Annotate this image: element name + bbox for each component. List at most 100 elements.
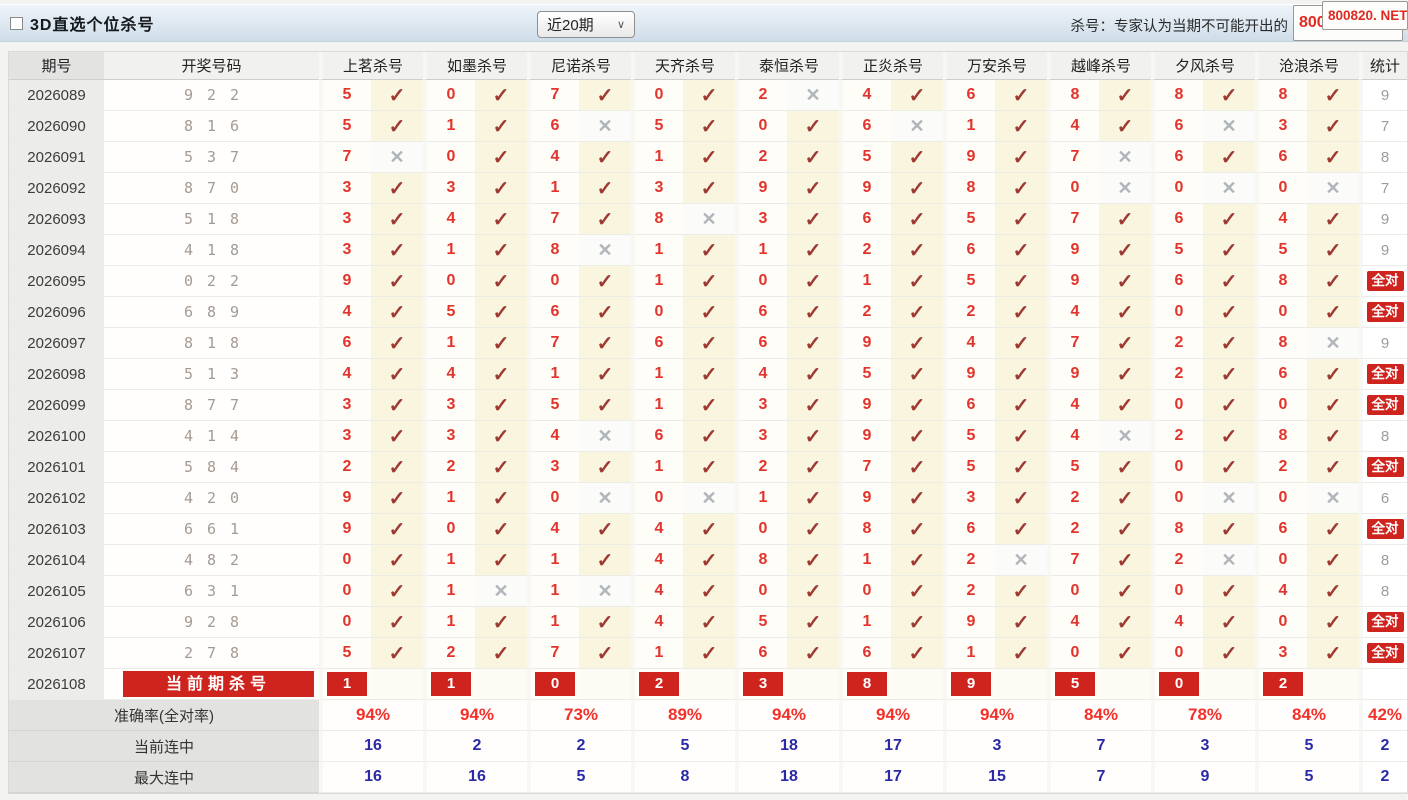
hit-check-icon: ✓	[1307, 452, 1359, 483]
hit-check-icon: ✓	[891, 390, 943, 421]
period-cell: 2026103	[9, 514, 104, 545]
stat-cell: 全对	[1359, 452, 1407, 483]
hit-check-icon: ✓	[683, 607, 735, 638]
hit-check-icon: ✓	[683, 452, 735, 483]
hit-check-icon: ✓	[683, 421, 735, 452]
header-expert: 夕风杀号	[1151, 52, 1255, 80]
miss-cross-icon: ✕	[579, 235, 631, 266]
kill-number: 1	[943, 111, 995, 142]
hit-check-icon: ✓	[1099, 266, 1151, 297]
kill-number: 3	[319, 390, 371, 421]
kill-number: 9	[319, 266, 371, 297]
hit-check-icon: ✓	[371, 421, 423, 452]
kill-number: 4	[1047, 297, 1099, 328]
kill-number: 6	[631, 328, 683, 359]
hit-check-icon: ✓	[995, 452, 1047, 483]
hit-check-icon: ✓	[995, 359, 1047, 390]
hit-check-icon: ✓	[683, 80, 735, 111]
hit-check-icon: ✓	[1203, 235, 1255, 266]
hit-check-icon: ✓	[475, 173, 527, 204]
empty-mark-cell	[995, 669, 1047, 700]
summary-row-max_streak: 最大连中 16 16 5 8 18 17 15 7 9 5 2	[9, 762, 1407, 793]
kill-number: 7	[1047, 204, 1099, 235]
hit-check-icon: ✓	[1307, 607, 1359, 638]
kill-number: 5	[319, 80, 371, 111]
kill-number: 0	[631, 297, 683, 328]
miss-cross-icon: ✕	[371, 142, 423, 173]
header-expert: 尼诺杀号	[527, 52, 631, 80]
hit-check-icon: ✓	[683, 359, 735, 390]
kill-number: 1	[423, 111, 475, 142]
section-checkbox[interactable]	[10, 16, 23, 30]
all-correct-badge: 全对	[1366, 612, 1404, 632]
current-kill-box: 9	[951, 672, 991, 696]
kill-number: 4	[527, 142, 579, 173]
kill-number: 6	[839, 111, 891, 142]
stat-cell: 全对	[1359, 297, 1407, 328]
kill-number: 2	[943, 576, 995, 607]
table-row: 2026094 418 3 ✓ 1 ✓ 8 ✕ 1 ✓ 1 ✓ 2 ✓ 6 ✓ 9 ✓ 5 ✓ 5 ✓ 9	[9, 235, 1407, 266]
kill-number: 2	[943, 297, 995, 328]
kill-number: 6	[839, 204, 891, 235]
period-range-select[interactable]: 近20期 ∨	[537, 11, 635, 38]
hit-check-icon: ✓	[995, 111, 1047, 142]
hit-check-icon: ✓	[1203, 514, 1255, 545]
kill-number: 6	[1151, 111, 1203, 142]
kill-number: 1	[631, 235, 683, 266]
current-kill-box: 1	[431, 672, 471, 696]
kill-number: 1	[631, 359, 683, 390]
draw-numbers: 816	[104, 111, 319, 142]
current-kill-number: 3	[735, 669, 787, 700]
kill-number: 4	[423, 204, 475, 235]
kill-number: 1	[839, 266, 891, 297]
hit-check-icon: ✓	[371, 173, 423, 204]
kill-number: 1	[735, 235, 787, 266]
table-row: 2026102 420 9 ✓ 1 ✓ 0 ✕ 0 ✕ 1 ✓ 9 ✓ 3 ✓ 2 ✓ 0 ✕ 0 ✕ 6	[9, 483, 1407, 514]
stat-cell: 7	[1359, 173, 1407, 204]
stat-cell: 42%	[1359, 700, 1407, 731]
hit-check-icon: ✓	[579, 204, 631, 235]
kill-number: 8	[1255, 328, 1307, 359]
period-range-value: 近20期	[547, 17, 594, 34]
hit-check-icon: ✓	[579, 638, 631, 669]
miss-cross-icon: ✕	[683, 204, 735, 235]
kill-number: 4	[319, 297, 371, 328]
hit-check-icon: ✓	[475, 545, 527, 576]
all-correct-badge: 全对	[1366, 302, 1404, 322]
hit-check-icon: ✓	[787, 638, 839, 669]
kill-number: 6	[1151, 142, 1203, 173]
draw-numbers: 928	[104, 607, 319, 638]
hit-check-icon: ✓	[1099, 204, 1151, 235]
kill-number: 0	[319, 545, 371, 576]
kill-number: 3	[319, 173, 371, 204]
kill-number: 6	[1151, 204, 1203, 235]
kill-number: 4	[1047, 607, 1099, 638]
hit-check-icon: ✓	[1203, 80, 1255, 111]
table-row: 2026092 870 3 ✓ 3 ✓ 1 ✓ 3 ✓ 9 ✓ 9 ✓ 8 ✓ 0 ✕ 0 ✕ 0 ✕ 7	[9, 173, 1407, 204]
stat-cell: 8	[1359, 576, 1407, 607]
draw-numbers: 661	[104, 514, 319, 545]
hit-check-icon: ✓	[579, 266, 631, 297]
kill-number: 4	[943, 328, 995, 359]
hit-check-icon: ✓	[475, 390, 527, 421]
header-expert: 万安杀号	[943, 52, 1047, 80]
kill-number: 7	[527, 204, 579, 235]
hit-check-icon: ✓	[995, 173, 1047, 204]
hit-check-icon: ✓	[371, 328, 423, 359]
stat-cell: 8	[1359, 421, 1407, 452]
kill-number: 1	[527, 576, 579, 607]
stat-cell: 全对	[1359, 607, 1407, 638]
miss-cross-icon: ✕	[1099, 421, 1151, 452]
hit-check-icon: ✓	[475, 514, 527, 545]
kill-number: 4	[839, 80, 891, 111]
hit-check-icon: ✓	[995, 607, 1047, 638]
current-kill-number: 0	[527, 669, 579, 700]
kill-number: 2	[423, 452, 475, 483]
hit-check-icon: ✓	[371, 638, 423, 669]
hit-check-icon: ✓	[371, 359, 423, 390]
current-kill-box: 2	[639, 672, 679, 696]
summary-value: 5	[631, 731, 735, 762]
kill-number: 1	[423, 576, 475, 607]
kill-number: 9	[1047, 359, 1099, 390]
period-cell: 2026102	[9, 483, 104, 514]
